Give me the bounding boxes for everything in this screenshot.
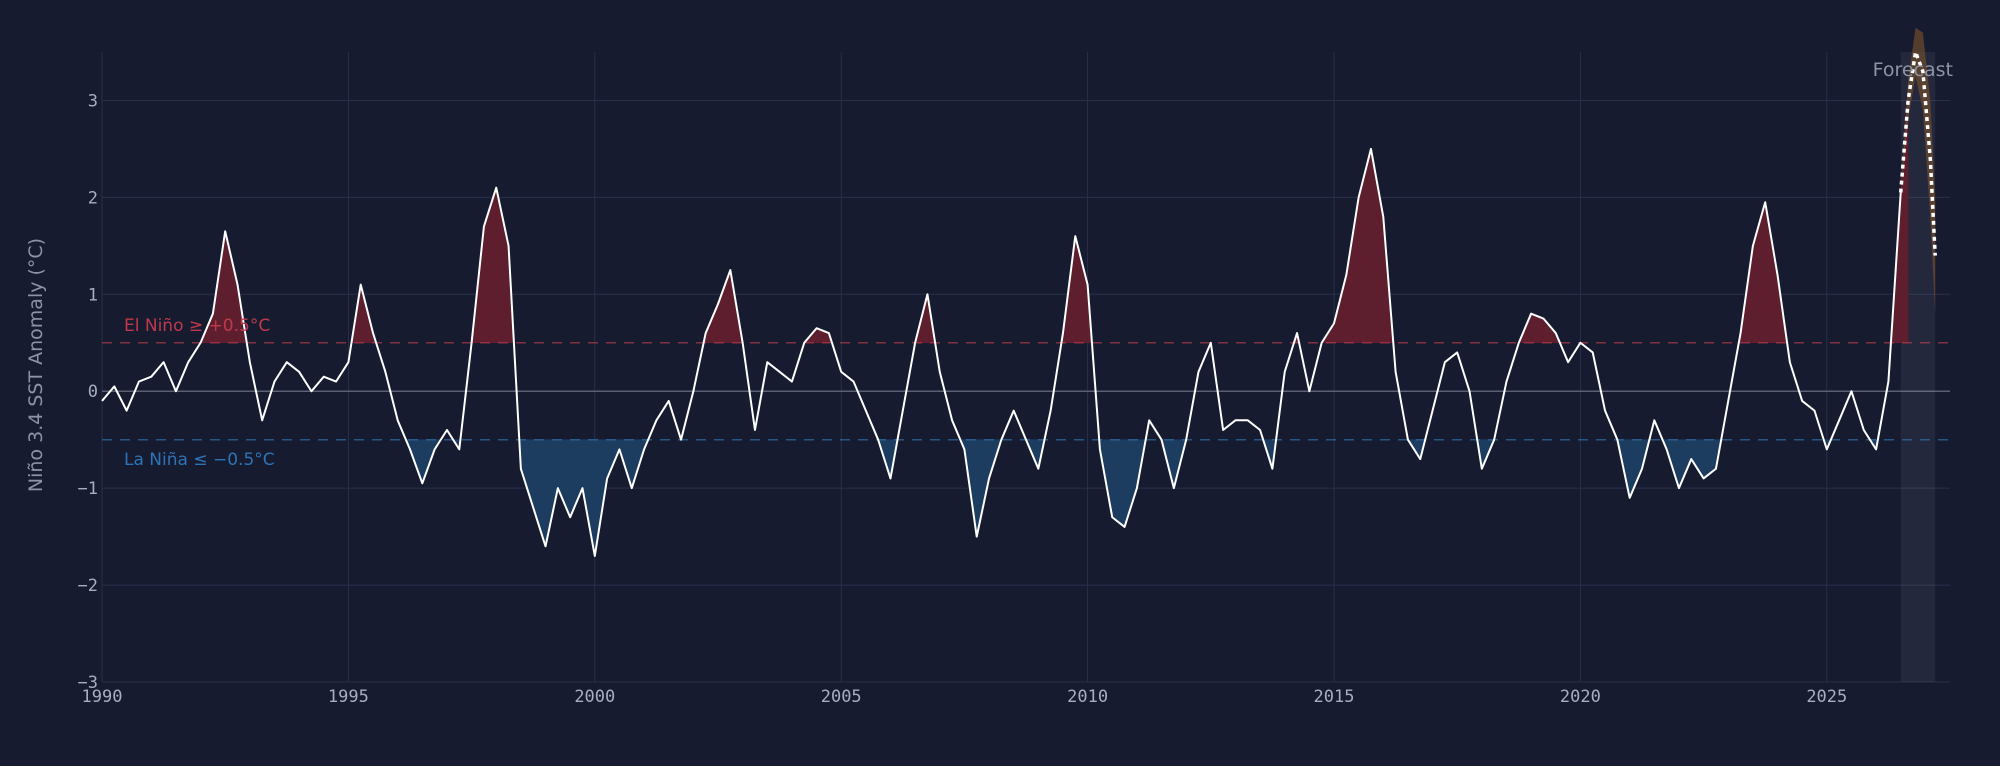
axis-tick-labels: 1990 1995 2000 2005 2010 2015 2020 2025 −3 −2 −1 0 1…: [78, 91, 1848, 707]
series-lines: [101, 45, 1937, 557]
forecast-label: Forecast: [1873, 59, 1953, 81]
y-tick-label: 2: [88, 188, 98, 208]
x-tick-label: 2005: [821, 687, 862, 707]
x-tick-label: 2000: [574, 687, 615, 707]
x-tick-label: 1995: [328, 687, 369, 707]
y-tick-label: −2: [78, 576, 98, 596]
grid-lines: [101, 52, 1950, 683]
observed-anomaly-line: [101, 147, 1902, 557]
y-tick-label: 1: [88, 285, 98, 305]
forecast-uncertainty-band: [1900, 27, 1936, 314]
x-tick-label: 2025: [1806, 687, 1847, 707]
x-tick-label: 2010: [1067, 687, 1108, 707]
forecast-line: [1898, 45, 1937, 256]
y-tick-label: 3: [88, 91, 98, 111]
x-tick-label: 1990: [82, 687, 123, 707]
x-tick-label: 2020: [1560, 687, 1601, 707]
anomaly-fills: [200, 27, 1936, 682]
y-tick-label: 0: [88, 382, 98, 402]
el-nino-threshold-label: El Niño ≥ +0.5°C: [124, 316, 270, 336]
y-tick-label: −3: [78, 673, 98, 693]
x-tick-label: 2015: [1314, 687, 1355, 707]
la-nina-threshold-label: La Niña ≤ −0.5°C: [124, 450, 275, 470]
el-nino-fill: [200, 100, 1909, 344]
y-tick-label: −1: [78, 479, 98, 499]
y-axis-label: Niño 3.4 SST Anomaly (°C): [25, 238, 47, 492]
